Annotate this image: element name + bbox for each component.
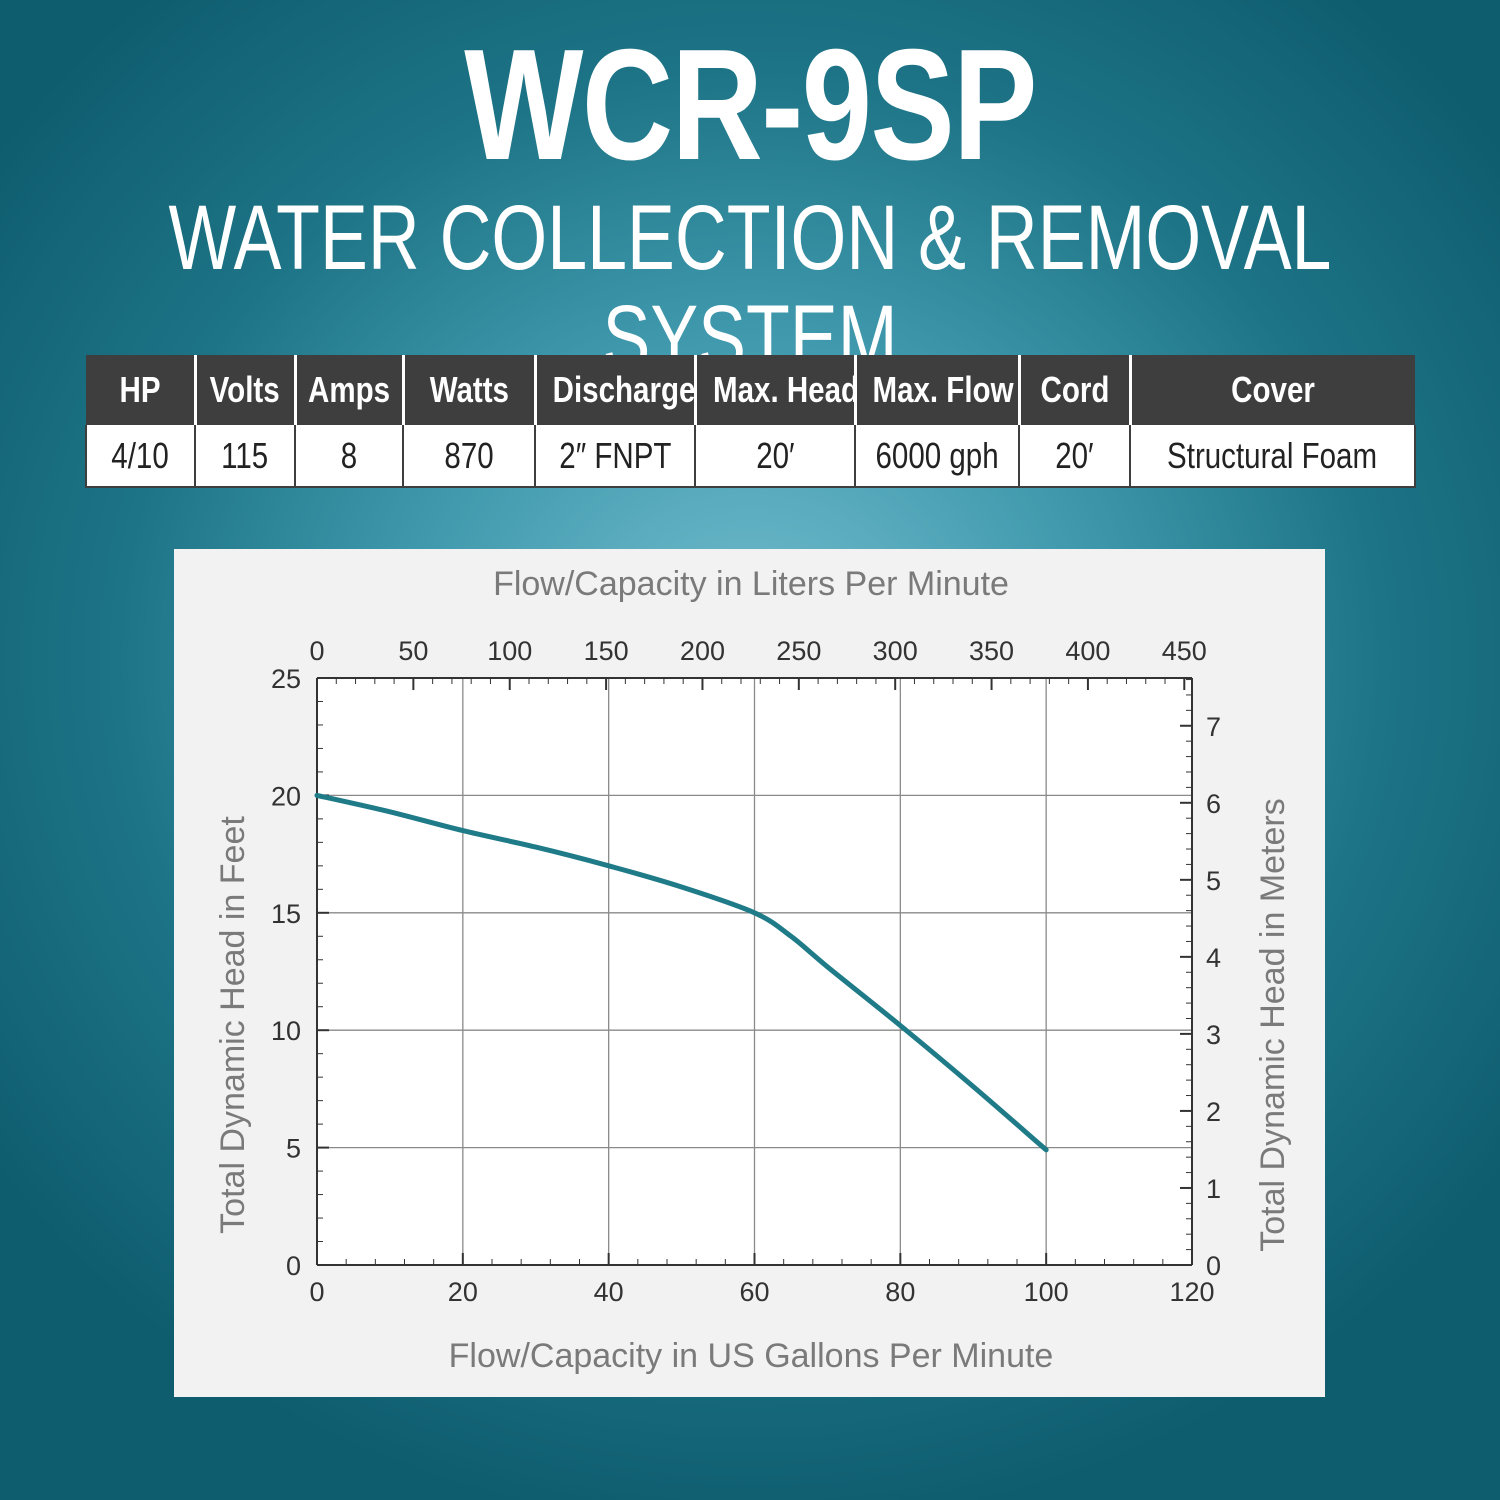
x-tick-label: 20 xyxy=(448,1277,478,1307)
right-axis-title: Total Dynamic Head in Meters xyxy=(1254,798,1292,1252)
spec-header-watts: Watts xyxy=(403,355,537,425)
left-axis-title: Total Dynamic Head in Feet xyxy=(214,816,252,1234)
x-tick-label: 60 xyxy=(739,1277,769,1307)
spec-value-volts: 115 xyxy=(195,425,296,488)
x-tick-label: 120 xyxy=(1169,1277,1214,1307)
x2-tick-label: 300 xyxy=(873,636,918,666)
x-tick-label: 40 xyxy=(594,1277,624,1307)
y-tick-label: 25 xyxy=(271,664,301,694)
y2-tick-label: 7 xyxy=(1206,712,1221,742)
y2-tick-label: 6 xyxy=(1206,789,1221,819)
spec-header-volts: Volts xyxy=(195,355,297,425)
x-tick-label: 100 xyxy=(1024,1277,1069,1307)
spec-value-amps: 8 xyxy=(295,425,404,488)
y-tick-label: 20 xyxy=(271,781,301,811)
bottom-axis-title: Flow/Capacity in US Gallons Per Minute xyxy=(449,1337,1054,1375)
spec-header-row: HP Volts Amps Watts Discharge Max. Head … xyxy=(86,355,1415,425)
spec-value-discharge: 2″ FNPT xyxy=(535,425,696,488)
y2-tick-label: 3 xyxy=(1206,1020,1221,1050)
page-subtitle: WATER COLLECTION & REMOVAL SYSTEM xyxy=(168,187,1332,389)
spec-value-hp: 4/10 xyxy=(85,425,196,488)
spec-value-cord: 20′ xyxy=(1019,425,1131,488)
spec-value-max-flow: 6000 gph xyxy=(855,425,1020,488)
spec-header-max-head: Max. Head xyxy=(695,355,857,425)
x2-tick-label: 100 xyxy=(487,636,532,666)
pump-curve-line xyxy=(314,792,1049,1153)
spec-table: HP Volts Amps Watts Discharge Max. Head … xyxy=(85,355,1416,488)
y-tick-label: 15 xyxy=(271,899,301,929)
y-tick-label: 0 xyxy=(286,1251,301,1281)
spec-value-row: 4/10 115 8 870 2″ FNPT 20′ 6000 gph 20′ … xyxy=(85,425,1416,488)
y-tick-label: 10 xyxy=(271,1016,301,1046)
top-axis-title: Flow/Capacity in Liters Per Minute xyxy=(493,565,1009,603)
y2-tick-label: 2 xyxy=(1206,1097,1221,1127)
spec-header-amps: Amps xyxy=(295,355,405,425)
y2-tick-label: 5 xyxy=(1206,866,1221,896)
spec-value-watts: 870 xyxy=(403,425,536,488)
x2-tick-label: 350 xyxy=(969,636,1014,666)
y-tick-label: 5 xyxy=(286,1134,301,1164)
y2-tick-label: 4 xyxy=(1206,943,1221,973)
x-tick-label: 0 xyxy=(309,1277,324,1307)
x2-tick-label: 0 xyxy=(309,636,324,666)
x2-tick-label: 50 xyxy=(398,636,428,666)
x2-tick-label: 200 xyxy=(680,636,725,666)
spec-header-max-flow: Max. Flow xyxy=(855,355,1021,425)
spec-header-hp: HP xyxy=(86,355,197,425)
pump-curve-chart: 0 20 40 60 80 100 120 0 5 10 15 20 25 0 50 100 150 200 250… xyxy=(174,549,1325,1397)
page-title: WCR-9SP xyxy=(464,17,1037,193)
spec-header-discharge: Discharge xyxy=(535,355,697,425)
x2-tick-label: 400 xyxy=(1065,636,1110,666)
y2-tick-label: 0 xyxy=(1206,1251,1221,1281)
spec-header-cover: Cover xyxy=(1130,355,1415,425)
x2-tick-label: 450 xyxy=(1162,636,1207,666)
x2-tick-label: 150 xyxy=(584,636,629,666)
axes xyxy=(316,677,1193,1266)
spec-value-cover: Structural Foam xyxy=(1130,425,1416,488)
x2-tick-label: 250 xyxy=(776,636,821,666)
spec-value-max-head: 20′ xyxy=(695,425,856,488)
x-tick-label: 80 xyxy=(885,1277,915,1307)
y2-tick-label: 1 xyxy=(1206,1174,1221,1204)
spec-header-cord: Cord xyxy=(1019,355,1132,425)
